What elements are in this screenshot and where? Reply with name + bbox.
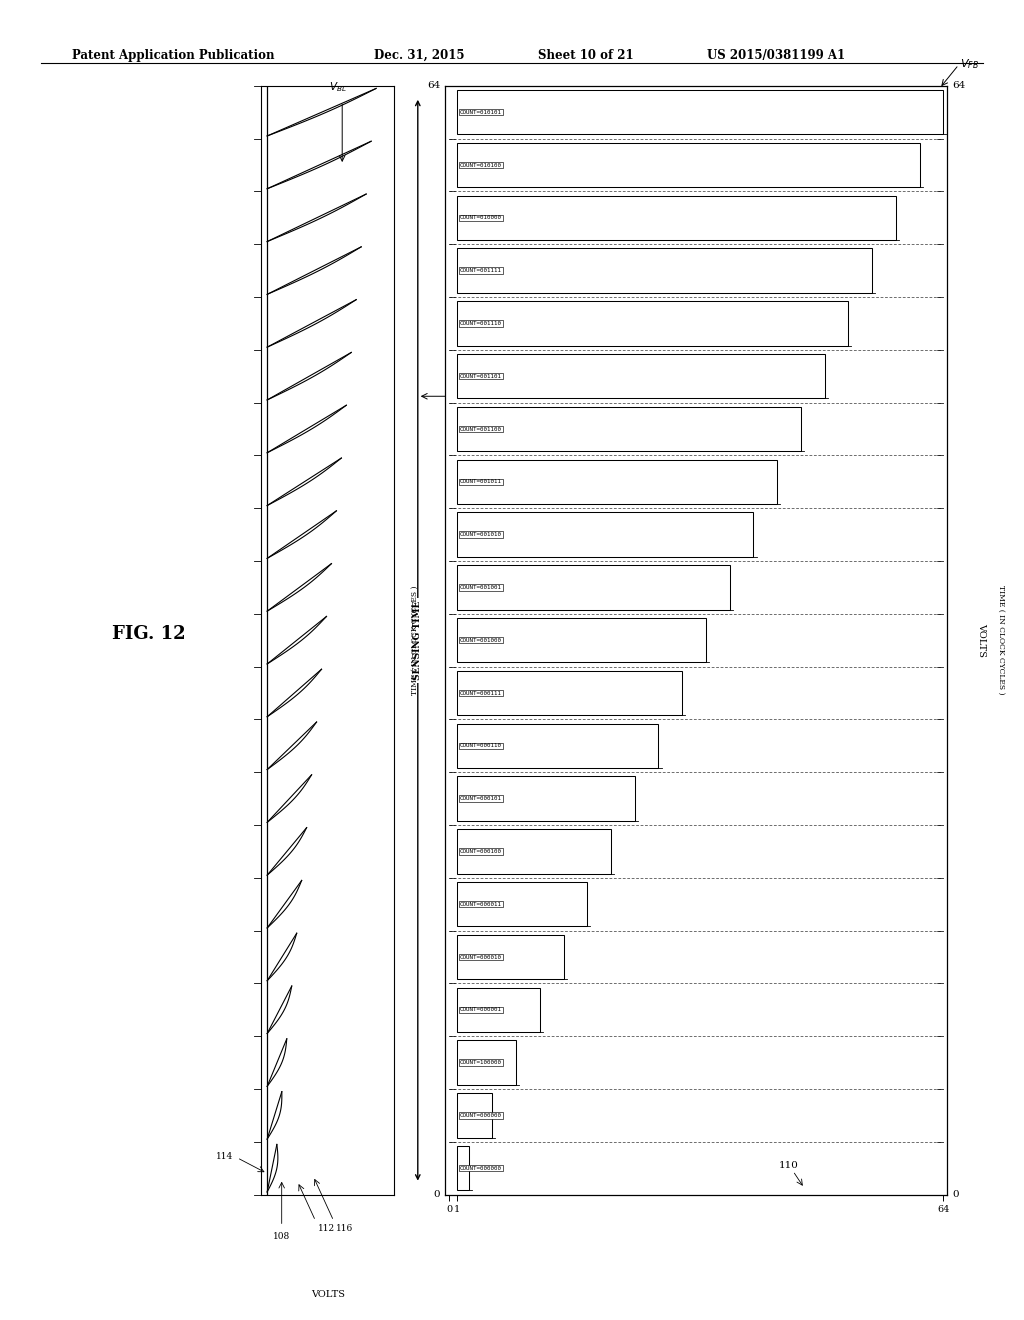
Text: COUNT=010000: COUNT=010000 bbox=[460, 215, 502, 220]
Text: COUNT=000111: COUNT=000111 bbox=[460, 690, 502, 696]
Bar bbox=[457, 723, 658, 768]
Text: COUNT=001000: COUNT=001000 bbox=[460, 638, 502, 643]
Bar bbox=[457, 1146, 469, 1191]
Bar bbox=[457, 459, 777, 504]
Text: COUNT=010101: COUNT=010101 bbox=[460, 110, 502, 115]
Text: COUNT=001110: COUNT=001110 bbox=[460, 321, 502, 326]
Text: COUNT=001101: COUNT=001101 bbox=[460, 374, 502, 379]
Text: COUNT=000110: COUNT=000110 bbox=[460, 743, 502, 748]
Text: Sheet 10 of 21: Sheet 10 of 21 bbox=[538, 49, 633, 62]
Text: TIME ( IN CLOCK CYCLES ): TIME ( IN CLOCK CYCLES ) bbox=[411, 586, 419, 694]
Bar bbox=[457, 195, 896, 240]
Text: COUNT=001100: COUNT=001100 bbox=[460, 426, 502, 432]
Text: FIG. 12: FIG. 12 bbox=[112, 624, 185, 643]
Text: COUNT=001001: COUNT=001001 bbox=[460, 585, 502, 590]
Bar bbox=[457, 90, 943, 135]
Bar bbox=[457, 565, 730, 610]
Text: COUNT=000010: COUNT=000010 bbox=[460, 954, 502, 960]
Bar bbox=[457, 354, 824, 399]
Bar bbox=[457, 671, 682, 715]
Text: $V_{FB}$: $V_{FB}$ bbox=[961, 57, 979, 70]
Text: Patent Application Publication: Patent Application Publication bbox=[72, 49, 274, 62]
Text: 0: 0 bbox=[952, 1191, 959, 1199]
Text: COUNT=000101: COUNT=000101 bbox=[460, 796, 502, 801]
Text: COUNT=000000: COUNT=000000 bbox=[460, 1113, 502, 1118]
Text: COUNT=001011: COUNT=001011 bbox=[460, 479, 502, 484]
Bar bbox=[457, 248, 872, 293]
Bar bbox=[457, 987, 540, 1032]
Text: 116: 116 bbox=[336, 1224, 353, 1233]
Text: VOLTS: VOLTS bbox=[310, 1290, 345, 1299]
Text: COUNT=010100: COUNT=010100 bbox=[460, 162, 502, 168]
Text: 64: 64 bbox=[952, 82, 966, 90]
Bar bbox=[457, 829, 611, 874]
Text: COUNT=000011: COUNT=000011 bbox=[460, 902, 502, 907]
Text: COUNT=100000: COUNT=100000 bbox=[460, 1060, 502, 1065]
Text: 114: 114 bbox=[216, 1152, 233, 1162]
Text: COUNT=000001: COUNT=000001 bbox=[460, 1007, 502, 1012]
Text: US 2015/0381199 A1: US 2015/0381199 A1 bbox=[707, 49, 845, 62]
Text: 64: 64 bbox=[427, 82, 440, 90]
Text: COUNT=000000: COUNT=000000 bbox=[460, 1166, 502, 1171]
Text: TIME ( IN CLOCK CYCLES ): TIME ( IN CLOCK CYCLES ) bbox=[997, 586, 1006, 694]
Text: 112: 112 bbox=[318, 1224, 335, 1233]
Bar bbox=[457, 935, 563, 979]
Bar bbox=[457, 301, 849, 346]
Text: Dec. 31, 2015: Dec. 31, 2015 bbox=[374, 49, 464, 62]
Text: —106: —106 bbox=[475, 392, 504, 401]
Bar bbox=[457, 407, 801, 451]
Bar bbox=[457, 1093, 493, 1138]
Bar bbox=[457, 618, 706, 663]
Text: $V_{BL}$: $V_{BL}$ bbox=[329, 81, 346, 94]
Bar bbox=[457, 776, 635, 821]
Bar bbox=[457, 143, 920, 187]
Text: VOLTS: VOLTS bbox=[978, 623, 986, 657]
Text: COUNT=000100: COUNT=000100 bbox=[460, 849, 502, 854]
Text: SENSING TIME: SENSING TIME bbox=[414, 601, 422, 680]
Text: 0: 0 bbox=[433, 1191, 440, 1199]
Bar bbox=[457, 1040, 516, 1085]
Bar bbox=[457, 882, 588, 927]
Text: COUNT=001111: COUNT=001111 bbox=[460, 268, 502, 273]
Text: 110: 110 bbox=[779, 1162, 799, 1170]
Text: 108: 108 bbox=[273, 1232, 291, 1241]
Text: COUNT=001010: COUNT=001010 bbox=[460, 532, 502, 537]
Bar bbox=[457, 512, 754, 557]
